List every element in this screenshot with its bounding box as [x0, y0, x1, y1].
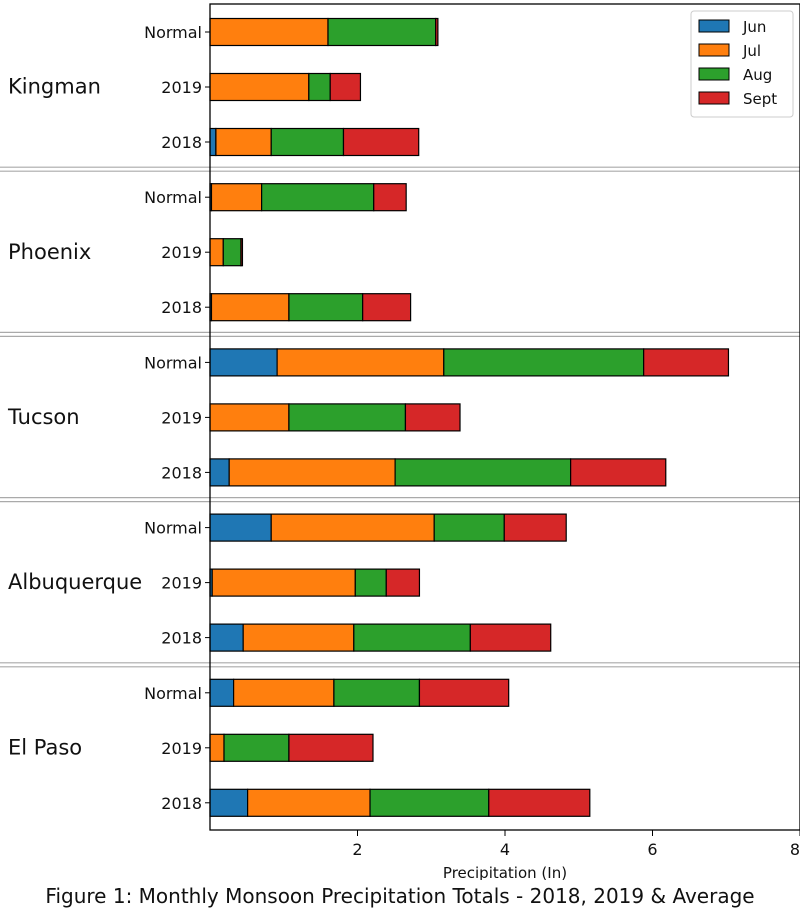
bar-segment-phoenix-normal-jul: [210, 183, 263, 212]
bar-segment-tucson-2018-aug: [394, 458, 572, 487]
bar-segment-phoenix-normal-aug: [261, 183, 375, 212]
bar-segment-kingman-normal-aug: [327, 17, 437, 47]
bar-segment-phoenix-2018-sept: [362, 293, 412, 322]
bar-segment-albuquerque-2018-jul: [242, 623, 355, 652]
bar-segment-el-paso-2019-sept: [288, 733, 374, 762]
y-tick-label: 2019: [161, 243, 202, 262]
legend-label-aug: Aug: [743, 66, 772, 84]
y-tick-label: 2019: [161, 78, 202, 97]
legend-swatch-jul: [698, 43, 730, 57]
group-label: Phoenix: [8, 240, 91, 264]
bar-segment-tucson-normal-sept: [643, 348, 730, 377]
chart: Normal 2019 2018 Kingman Normal 2019 2018 Phoen…: [0, 3, 800, 880]
bar-segment-kingman-2018-jul: [215, 127, 272, 157]
bar-segment-phoenix-normal-sept: [373, 183, 407, 212]
y-tick-label: 2018: [161, 629, 202, 648]
bar-segment-tucson-2019-aug: [288, 403, 407, 432]
y-tick-label: 2019: [161, 408, 202, 427]
y-tick-label: 2018: [161, 794, 202, 813]
bar-segment-albuquerque-2018-aug: [353, 623, 471, 652]
bar-segment-el-paso-2019-jul: [209, 733, 225, 762]
legend-label-jul: Jul: [742, 42, 761, 60]
legend-box: [690, 10, 794, 118]
bar-segment-phoenix-2019-aug: [222, 238, 242, 267]
bar-segment-tucson-2019-sept: [404, 403, 461, 432]
y-tick-label: Normal: [144, 353, 202, 372]
bar-segment-kingman-normal-sept: [435, 17, 439, 47]
figure-caption: Figure 1: Monthly Monsoon Precipitation …: [45, 884, 755, 908]
bar-segment-albuquerque-2018-sept: [469, 623, 552, 652]
bar-segment-tucson-2018-jun: [209, 458, 230, 487]
legend-label-jun: Jun: [742, 18, 766, 36]
bar-segment-kingman-2018-jun: [209, 127, 217, 157]
x-axis-label: Precipitation (In): [443, 864, 567, 880]
bar-segment-el-paso-2018-aug: [369, 788, 490, 817]
bar-segment-albuquerque-2019-jul: [211, 568, 356, 597]
bar-segment-phoenix-2019-jul: [209, 238, 224, 267]
y-tick-label: Normal: [144, 188, 202, 207]
x-tick-label: 8: [790, 840, 800, 859]
bar-segment-phoenix-2018-aug: [288, 293, 364, 322]
y-tick-label: 2018: [161, 463, 202, 482]
bar-segment-albuquerque-normal-jul: [270, 513, 435, 542]
bar-segment-albuquerque-normal-sept: [503, 513, 567, 542]
group-label: Tucson: [7, 405, 80, 429]
y-tick-label: Normal: [144, 684, 202, 703]
y-tick-label: 2018: [161, 298, 202, 317]
bar-segment-el-paso-normal-jun: [209, 678, 235, 707]
bar-segment-phoenix-2018-jul: [210, 293, 290, 322]
y-tick-label: 2019: [161, 574, 202, 593]
x-axis: 2 4 6 8 Precipitation (In): [352, 830, 800, 880]
bar-segment-tucson-2019-jul: [209, 403, 290, 432]
group-label: Albuquerque: [8, 570, 142, 594]
x-tick-label: 2: [352, 840, 362, 859]
y-tick-label: 2018: [161, 133, 202, 152]
group-label: Kingman: [8, 75, 101, 99]
legend-swatch-aug: [698, 67, 730, 81]
y-tick-label: 2019: [161, 739, 202, 758]
bar-segment-el-paso-2019-aug: [223, 733, 290, 762]
legend-swatch-sept: [698, 91, 730, 105]
bar-segment-kingman-2018-aug: [270, 127, 345, 157]
labels-layer: Normal 2019 2018 Kingman Normal 2019 2018 Phoen…: [7, 23, 210, 813]
y-tick-label: Normal: [144, 23, 202, 42]
bars-layer: [209, 17, 730, 817]
bar-segment-kingman-2019-jul: [209, 72, 310, 102]
bar-segment-tucson-normal-jul: [276, 348, 445, 377]
group-label: El Paso: [8, 735, 82, 759]
bar-segment-albuquerque-normal-aug: [433, 513, 505, 542]
bar-segment-kingman-2019-sept: [329, 72, 362, 102]
bar-segment-el-paso-normal-jul: [233, 678, 335, 707]
x-tick-label: 6: [647, 840, 657, 859]
bar-segment-el-paso-normal-aug: [333, 678, 421, 707]
bar-segment-albuquerque-normal-jun: [209, 513, 272, 542]
legend-label-sept: Sept: [743, 90, 777, 108]
bar-segment-albuquerque-2019-sept: [385, 568, 421, 597]
bar-segment-el-paso-2018-jul: [247, 788, 371, 817]
bar-segment-el-paso-2018-jun: [209, 788, 249, 817]
bar-segment-tucson-normal-aug: [443, 348, 645, 377]
bar-segment-kingman-2018-sept: [342, 127, 420, 157]
bar-segment-el-paso-2018-sept: [488, 788, 591, 817]
y-tick-label: Normal: [144, 519, 202, 538]
bar-segment-kingman-normal-jul: [209, 17, 329, 47]
bar-segment-tucson-2018-sept: [570, 458, 667, 487]
bar-segment-albuquerque-2019-aug: [354, 568, 387, 597]
bar-segment-kingman-2019-aug: [308, 72, 331, 102]
legend: Jun Jul Aug Sept: [690, 10, 794, 118]
bar-segment-phoenix-2019-sept: [240, 238, 244, 267]
x-tick-label: 4: [500, 840, 510, 859]
legend-swatch-jun: [698, 19, 730, 33]
group-dividers: [0, 166, 800, 668]
bar-segment-tucson-normal-jun: [209, 348, 278, 377]
bar-segment-el-paso-normal-sept: [418, 678, 510, 707]
bar-segment-albuquerque-2018-jun: [209, 623, 244, 652]
bar-segment-tucson-2018-jul: [228, 458, 396, 487]
